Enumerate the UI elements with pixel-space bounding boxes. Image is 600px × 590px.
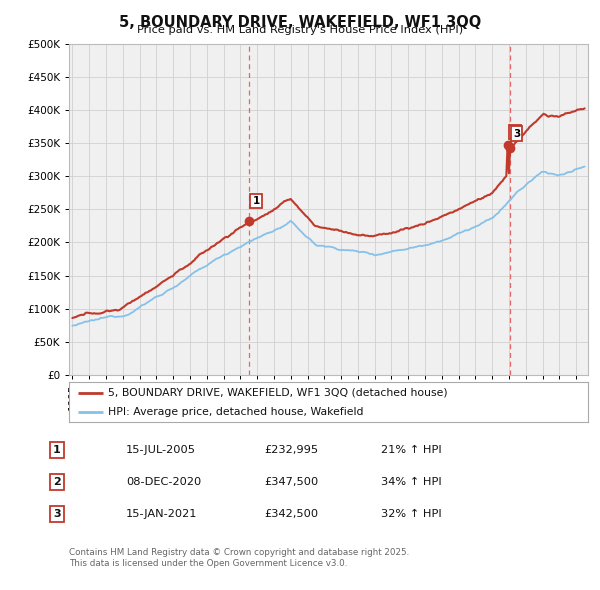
Text: 21% ↑ HPI: 21% ↑ HPI xyxy=(381,445,442,455)
Text: 1: 1 xyxy=(253,196,260,206)
Text: 15-JAN-2021: 15-JAN-2021 xyxy=(126,509,197,519)
Text: 3: 3 xyxy=(53,509,61,519)
Text: £342,500: £342,500 xyxy=(264,509,318,519)
Text: 08-DEC-2020: 08-DEC-2020 xyxy=(126,477,201,487)
Text: 32% ↑ HPI: 32% ↑ HPI xyxy=(381,509,442,519)
Text: £347,500: £347,500 xyxy=(264,477,318,487)
Text: 1: 1 xyxy=(53,445,61,455)
Text: £232,995: £232,995 xyxy=(264,445,318,455)
Text: Contains HM Land Registry data © Crown copyright and database right 2025.
This d: Contains HM Land Registry data © Crown c… xyxy=(69,548,409,568)
Text: 2: 2 xyxy=(53,477,61,487)
Text: 5, BOUNDARY DRIVE, WAKEFIELD, WF1 3QQ (detached house): 5, BOUNDARY DRIVE, WAKEFIELD, WF1 3QQ (d… xyxy=(108,388,448,398)
Text: Price paid vs. HM Land Registry's House Price Index (HPI): Price paid vs. HM Land Registry's House … xyxy=(137,25,463,35)
Text: 15-JUL-2005: 15-JUL-2005 xyxy=(126,445,196,455)
Text: 2: 2 xyxy=(511,127,518,137)
Text: HPI: Average price, detached house, Wakefield: HPI: Average price, detached house, Wake… xyxy=(108,407,364,417)
Text: 3: 3 xyxy=(513,129,520,139)
Text: 5, BOUNDARY DRIVE, WAKEFIELD, WF1 3QQ: 5, BOUNDARY DRIVE, WAKEFIELD, WF1 3QQ xyxy=(119,15,481,30)
Text: 34% ↑ HPI: 34% ↑ HPI xyxy=(381,477,442,487)
